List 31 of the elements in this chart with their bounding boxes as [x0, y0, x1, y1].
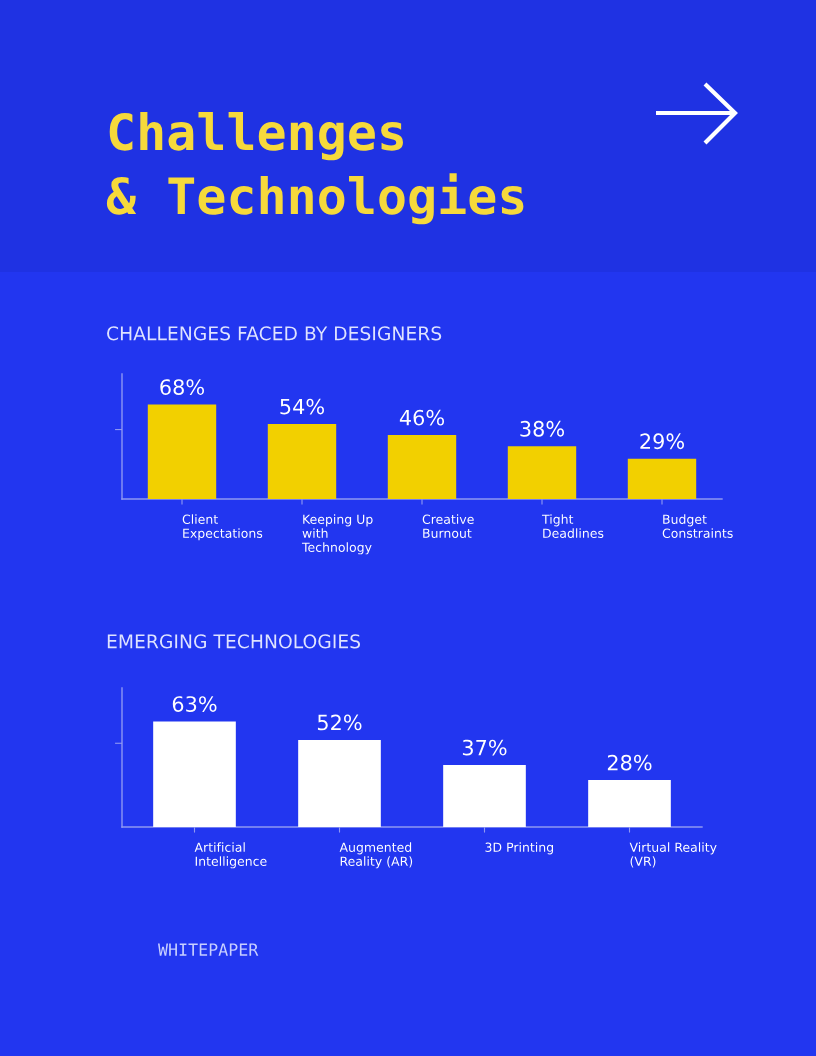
x-tick-label: Virtual Reality (VR): [629, 842, 717, 868]
x-tick-label: Artificial Intelligence: [194, 842, 267, 869]
data-label: 52%: [317, 714, 362, 731]
data-label: 29%: [640, 433, 684, 450]
bar: [588, 780, 671, 827]
bar: [387, 435, 457, 499]
text: WHITEPAPER: [158, 943, 259, 956]
x-tick-label: 3D Printing: [485, 842, 553, 855]
data-label: 37%: [462, 739, 507, 756]
data-label: 63%: [172, 696, 217, 712]
data-label: 28%: [607, 754, 652, 771]
data-label: 46%: [399, 409, 444, 426]
data-label: 54%: [280, 398, 324, 415]
data-label: 68%: [160, 379, 204, 395]
bar: [267, 424, 337, 499]
x-tick-label: Client Expectations: [182, 514, 263, 541]
x-tick-label: Creative Burnout: [422, 514, 474, 538]
bar: [627, 458, 697, 499]
chart-title: EMERGING TECHNOLOGIES: [107, 634, 361, 649]
x-tick-label: Tight Deadlines: [541, 514, 604, 538]
x-tick-label: Keeping Up with Technology: [301, 514, 373, 555]
x-tick-label: Budget Constraints: [662, 514, 733, 538]
chart-title: CHALLENGES FACED BY DESIGNERS: [107, 326, 442, 341]
bar: [147, 404, 217, 499]
text: Challenges & Technologies: [106, 112, 524, 225]
bar: [298, 739, 381, 827]
bar: [443, 765, 526, 827]
x-tick-label: Augmented Reality (AR): [339, 842, 413, 869]
bar: [507, 446, 577, 499]
bar: [153, 721, 236, 827]
data-label: 38%: [520, 420, 564, 437]
